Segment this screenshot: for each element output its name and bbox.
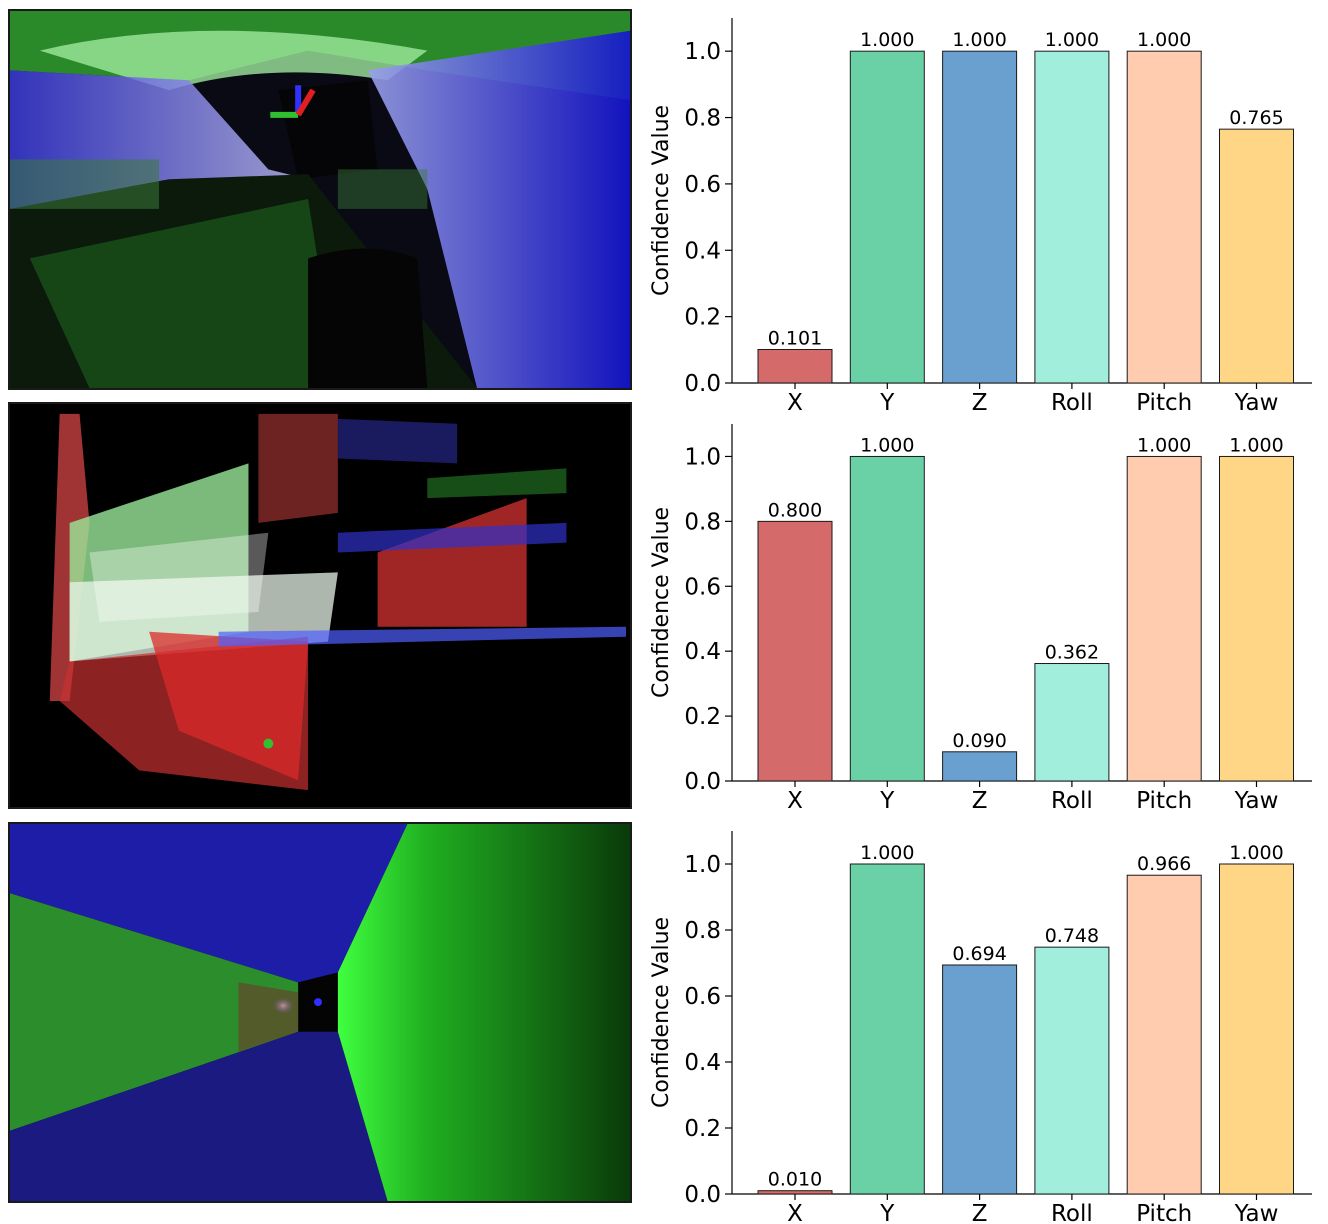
bar-value-label: 1.000	[952, 29, 1006, 51]
bar-value-label: 0.694	[952, 943, 1006, 965]
x-tick-label: Z	[972, 788, 988, 814]
x-tick-label: Y	[879, 788, 895, 814]
y-tick-label: 0.8	[684, 509, 721, 535]
bar-value-label: 1.000	[1045, 29, 1099, 51]
bar-z	[942, 964, 1018, 1195]
x-tick-label: Y	[879, 390, 895, 416]
bar-y	[849, 455, 925, 782]
x-tick-label: Z	[972, 390, 988, 416]
corridor-point-cloud-image	[8, 822, 632, 1203]
x-tick-label: Roll	[1051, 1201, 1093, 1224]
bar-value-label: 0.090	[952, 730, 1006, 752]
y-tick-label: 0.4	[684, 1050, 721, 1076]
bar-x	[757, 520, 833, 782]
bar-value-label: 0.765	[1229, 107, 1283, 129]
x-tick-label: Yaw	[1234, 788, 1279, 814]
point-cloud-image	[10, 404, 630, 807]
bar-x	[757, 1190, 833, 1195]
y-axis-label: Confidence Value	[649, 105, 674, 296]
bar-y	[849, 50, 925, 384]
bar-z	[942, 751, 1018, 782]
bar-roll	[1034, 663, 1110, 782]
y-tick-label: 1.0	[684, 39, 721, 65]
point-cloud-image	[10, 824, 630, 1201]
x-tick-label: X	[787, 788, 803, 814]
building-point-cloud-image	[8, 402, 632, 809]
y-tick-label: 0.8	[684, 106, 721, 132]
y-axis-label: Confidence Value	[649, 507, 674, 698]
bar-value-label: 1.000	[1137, 29, 1191, 51]
x-tick-label: Yaw	[1234, 390, 1279, 416]
bar-yaw	[1219, 863, 1294, 1195]
bar-yaw	[1219, 128, 1294, 384]
x-tick-label: Pitch	[1136, 1201, 1192, 1224]
y-tick-label: 1.0	[684, 444, 721, 470]
bar-value-label: 0.101	[768, 327, 822, 349]
x-tick-label: Y	[879, 1201, 895, 1224]
bar-yaw	[1219, 455, 1294, 782]
y-tick-label: 0.2	[684, 704, 721, 730]
x-tick-label: Roll	[1051, 390, 1093, 416]
bar-value-label: 0.800	[768, 499, 822, 521]
bar-value-label: 1.000	[1137, 434, 1191, 456]
bar-value-label: 1.000	[860, 29, 914, 51]
y-tick-label: 0.0	[684, 769, 721, 795]
y-tick-label: 0.2	[684, 1116, 721, 1142]
mine-tunnel-point-cloud-image	[8, 9, 632, 390]
x-tick-label: Yaw	[1234, 1201, 1279, 1224]
bar-value-label: 0.362	[1045, 642, 1099, 664]
y-tick-label: 0.0	[684, 1182, 721, 1208]
bar-roll	[1034, 50, 1110, 384]
bar-y	[849, 863, 925, 1195]
bar-value-label: 1.000	[860, 434, 914, 456]
bar-z	[942, 50, 1018, 384]
x-tick-label: X	[787, 390, 803, 416]
bar-value-label: 1.000	[860, 842, 914, 864]
y-tick-label: 0.6	[684, 172, 721, 198]
y-tick-label: 0.4	[684, 639, 721, 665]
x-tick-label: Z	[972, 1201, 988, 1224]
y-tick-label: 0.6	[684, 574, 721, 600]
bar-pitch	[1126, 50, 1202, 384]
x-tick-label: X	[787, 1201, 803, 1224]
y-tick-label: 1.0	[684, 852, 721, 878]
y-tick-label: 0.0	[684, 371, 721, 397]
x-tick-label: Pitch	[1136, 390, 1192, 416]
bar-x	[757, 348, 833, 384]
y-axis-label: Confidence Value	[649, 917, 674, 1108]
bar-value-label: 0.010	[768, 1169, 822, 1191]
y-tick-label: 0.8	[684, 918, 721, 944]
bar-roll	[1034, 946, 1110, 1195]
bar-pitch	[1126, 874, 1202, 1195]
y-tick-label: 0.6	[684, 984, 721, 1010]
x-tick-label: Roll	[1051, 788, 1093, 814]
bar-value-label: 1.000	[1229, 842, 1283, 864]
y-tick-label: 0.2	[684, 305, 721, 331]
bar-value-label: 0.748	[1045, 925, 1099, 947]
bar-value-label: 1.000	[1229, 434, 1283, 456]
x-tick-label: Pitch	[1136, 788, 1192, 814]
bar-pitch	[1126, 455, 1202, 782]
y-tick-label: 0.4	[684, 238, 721, 264]
point-cloud-image	[10, 11, 630, 388]
bar-value-label: 0.966	[1137, 853, 1191, 875]
